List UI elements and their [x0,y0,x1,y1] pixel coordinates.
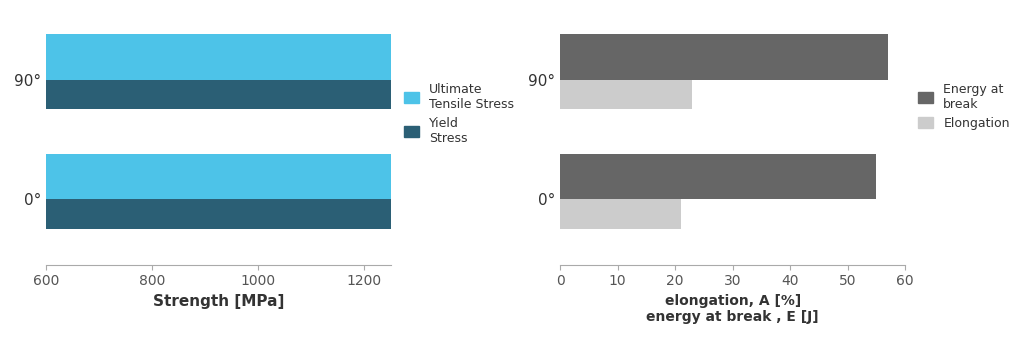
Bar [560,199,681,229]
Bar [560,79,692,110]
X-axis label: Strength [MPa]: Strength [MPa] [153,294,284,309]
X-axis label: elongation, A [%]
energy at break , E [J]: elongation, A [%] energy at break , E [J… [646,294,819,324]
Bar [46,199,518,229]
Legend: Energy at
break, Elongation: Energy at break, Elongation [919,83,1010,130]
Bar [560,34,888,79]
Bar [46,153,672,199]
Bar [46,79,457,110]
Bar [560,153,877,199]
Legend: Ultimate
Tensile Stress, Yield
Stress: Ultimate Tensile Stress, Yield Stress [404,83,514,145]
Bar [46,34,672,79]
